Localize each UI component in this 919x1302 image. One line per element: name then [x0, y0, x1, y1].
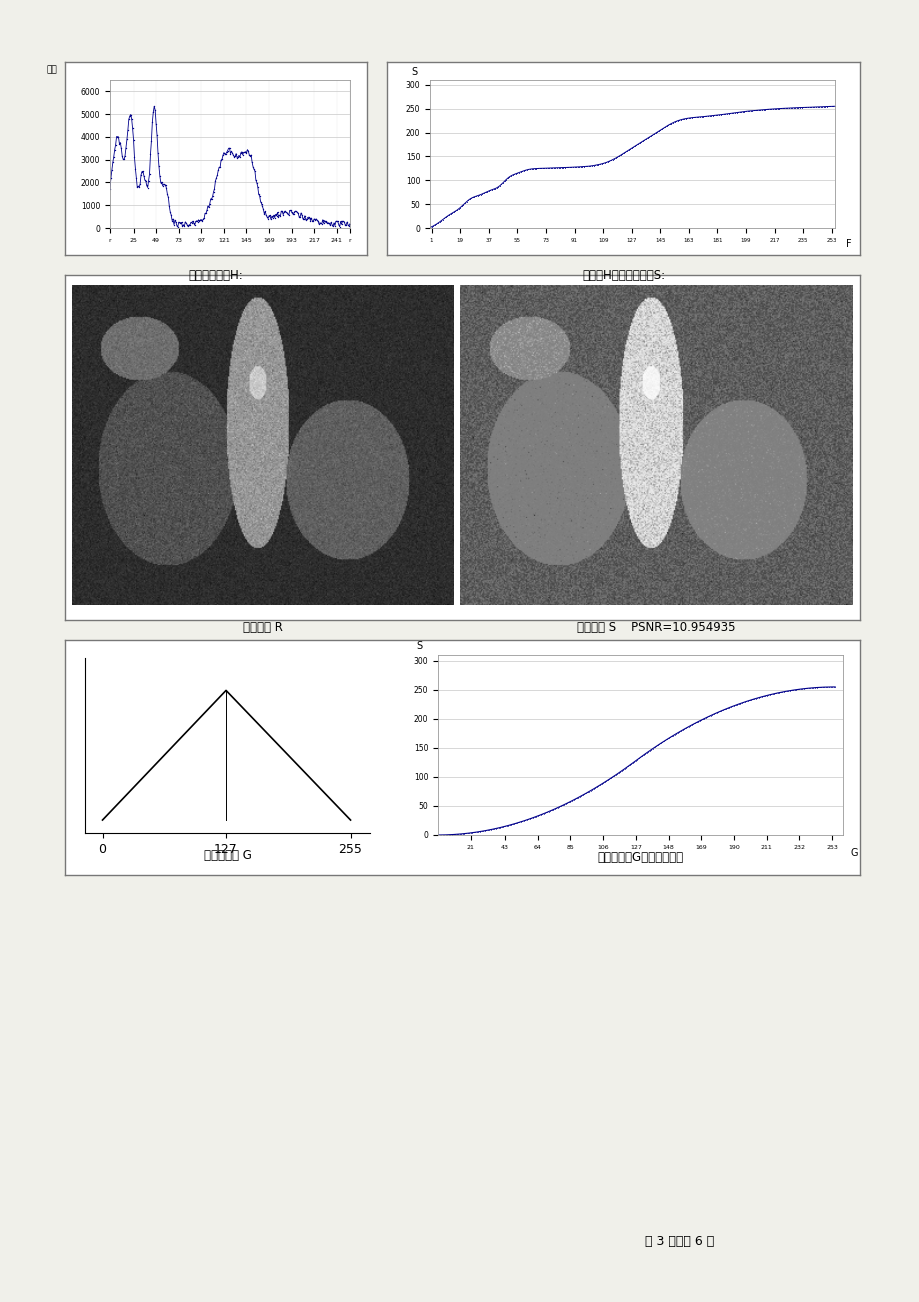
Text: G: G [850, 848, 857, 858]
Text: F: F [845, 238, 851, 249]
Text: 目标直方图G的均衡直方图: 目标直方图G的均衡直方图 [596, 852, 683, 865]
Text: 直方图H的均衡直方图S:: 直方图H的均衡直方图S: [582, 270, 664, 283]
Y-axis label: 计数: 计数 [46, 65, 57, 74]
Text: 目标直方图 G: 目标直方图 G [203, 849, 251, 862]
Text: 均衡图象 S    PSNR=10.954935: 均衡图象 S PSNR=10.954935 [576, 621, 735, 634]
Text: 原图象直方图H:: 原图象直方图H: [188, 270, 244, 283]
Text: 原始图象 R: 原始图象 R [243, 621, 283, 634]
Text: S: S [411, 66, 417, 77]
Text: 第 3 页，共 6 页: 第 3 页，共 6 页 [644, 1236, 714, 1249]
Text: S: S [415, 641, 422, 651]
